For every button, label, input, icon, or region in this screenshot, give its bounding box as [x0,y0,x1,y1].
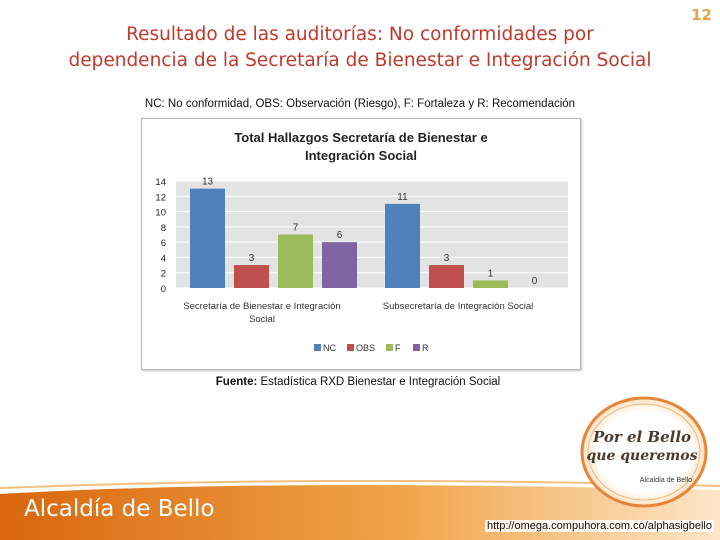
category-label: Subsecretaría de Integración Social [383,301,534,312]
data-label: 7 [293,223,299,234]
title-line-2: dependencia de la Secretaría de Bienesta… [68,50,652,71]
footer-url[interactable]: http://omega.compuhora.com.co/alphasigbe… [484,520,714,532]
bar-f [473,280,508,288]
title-line-1: Resultado de las auditorías: No conformi… [126,24,594,45]
y-tick-label: 10 [155,208,166,219]
legend-label: NC [323,343,336,353]
y-tick-label: 2 [161,269,166,280]
slide-number: 12 [691,6,712,24]
legend-swatch-nc [314,344,321,351]
logo-line-3: Alcaldía de Bello [640,477,692,484]
y-tick-label: 14 [155,177,166,188]
chart-title-line: Total Hallazgos Secretaría de Bienestar … [234,130,487,145]
data-label: 3 [249,253,255,264]
chart-title-line: Integración Social [305,148,417,163]
por-el-bello-logo: Por el Bello que queremos Alcaldía de Be… [580,396,708,508]
data-label: 3 [444,253,450,264]
y-tick-label: 0 [161,284,166,295]
bar-nc [190,188,225,288]
category-label: Secretaría de Bienestar e Integración [183,301,340,312]
logo-line-1: Por el Bello [592,428,691,446]
footer-title: Alcaldía de Bello [24,496,215,522]
bar-obs [234,265,269,288]
y-tick-label: 6 [161,238,166,249]
bar-chart: Total Hallazgos Secretaría de Bienestar … [155,130,568,353]
data-label: 0 [532,276,538,287]
y-tick-label: 12 [155,192,166,203]
legend-swatch-obs [347,344,354,351]
y-tick-label: 8 [161,223,166,234]
data-label: 11 [397,192,408,203]
bar-obs [429,265,464,288]
source-label: Fuente: [215,376,258,388]
bar-nc [385,203,420,288]
data-label: 1 [488,268,494,279]
abbreviation-note: NC: No conformidad, OBS: Observación (Ri… [144,98,576,110]
legend-label: OBS [356,343,375,353]
legend-swatch-r [413,344,420,351]
category-label: Social [249,314,275,325]
bar-r [322,242,357,288]
source-note: Fuente: Estadística RXD Bienestar e Inte… [0,376,716,388]
data-label: 13 [202,177,214,188]
source-text: Estadística RXD Bienestar e Integración … [257,376,501,388]
data-label: 6 [337,230,343,241]
logo-line-2: que queremos [587,448,698,464]
legend-label: R [422,343,429,353]
y-tick-label: 4 [161,253,166,264]
legend-label: F [395,343,401,353]
legend-swatch-f [386,344,393,351]
chart-container: Total Hallazgos Secretaría de Bienestar … [141,118,581,370]
page-title: Resultado de las auditorías: No conformi… [20,22,700,74]
bar-f [278,234,313,288]
